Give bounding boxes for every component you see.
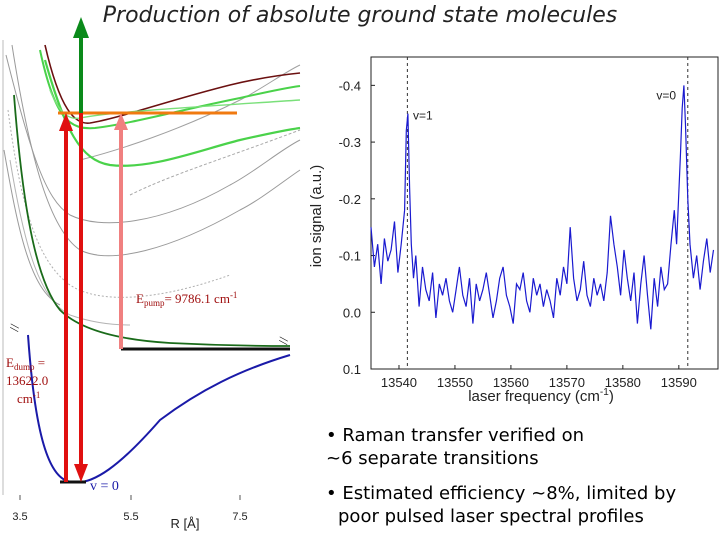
y-tick-label: -0.1 xyxy=(339,249,361,264)
bullet-raman-transfer: • Raman transfer verified on ~6 separate… xyxy=(326,424,718,470)
gray-potential-curve-2 xyxy=(11,44,301,257)
ground-state-curve xyxy=(27,334,291,484)
pump-arrow-head xyxy=(114,113,128,130)
x-tick-label-7-5: 7.5 xyxy=(232,511,247,523)
y-tick-label: -0.2 xyxy=(339,192,361,207)
gray-potential-curve-3 xyxy=(7,109,231,298)
spectrum-x-axis-label: laser frequency (cm-1) xyxy=(468,387,614,405)
dump-arrow-down-head xyxy=(74,464,88,482)
gray-potential-curve-5 xyxy=(79,64,301,161)
ionization-arrow-head xyxy=(73,17,89,38)
ion-signal-trace xyxy=(370,85,715,330)
y-tick-label: 0.1 xyxy=(343,362,361,377)
x-tick-label: 13540 xyxy=(381,375,417,390)
x-tick-label: 13560 xyxy=(493,375,529,390)
bullet-2-line-2: poor pulsed laser spectral profiles xyxy=(338,506,644,527)
gray-potential-curve-6 xyxy=(129,129,301,196)
spectrum-plot-frame xyxy=(370,56,719,370)
x-tick-label: 13570 xyxy=(549,375,585,390)
axis-break-left: // xyxy=(6,322,22,332)
spectrum-y-ticks: -0.4 -0.3 -0.2 -0.1 0.0 0.1 xyxy=(339,78,375,377)
x-tick-label-5-5: 5.5 xyxy=(123,511,138,523)
edump-label-line3: cm-1 xyxy=(17,390,40,406)
annotation-v0: v=0 xyxy=(656,89,676,103)
spectrum-resonance-lines xyxy=(406,57,689,369)
axis-break-right: // xyxy=(275,335,291,345)
edump-label-line2: 13622.0 xyxy=(6,373,48,388)
spectrum-x-ticks: 13540 13550 13560 13570 13580 13590 xyxy=(381,365,697,390)
bullet-1-line-1: • Raman transfer verified on xyxy=(326,425,585,446)
bullet-efficiency: • Estimated efficiency ~8%, limited by p… xyxy=(326,482,718,528)
annotation-v1: v=1 xyxy=(413,108,433,122)
y-tick-label: 0.0 xyxy=(343,305,361,320)
v0-label: v = 0 xyxy=(90,479,119,494)
x-tick-label: 13550 xyxy=(437,375,473,390)
x-tick-label-3-5: 3.5 xyxy=(12,511,27,523)
spectrum-y-axis-label: ion signal (a.u.) xyxy=(308,165,325,268)
bullet-1-line-2: ~6 separate transitions xyxy=(326,448,539,469)
x-tick-label: 13580 xyxy=(605,375,641,390)
spectrum-annotations: v=1 v=0 xyxy=(413,89,676,123)
y-tick-label: -0.3 xyxy=(339,135,361,150)
bullet-list: • Raman transfer verified on ~6 separate… xyxy=(326,424,718,540)
x-axis-label-r: R [Å] xyxy=(171,516,200,531)
epump-label: Epump= 9786.1 cm-1 xyxy=(136,290,237,308)
bullet-2-line-1: • Estimated efficiency ~8%, limited by xyxy=(326,483,677,504)
gray-potential-curve-1 xyxy=(5,54,301,224)
dump-arrow-up-head xyxy=(59,113,73,131)
y-tick-label: -0.4 xyxy=(339,78,361,93)
edump-label-line1: Edump = xyxy=(6,355,45,372)
slide-title: Production of absolute ground state mole… xyxy=(102,3,618,28)
x-tick-label: 13590 xyxy=(661,375,697,390)
